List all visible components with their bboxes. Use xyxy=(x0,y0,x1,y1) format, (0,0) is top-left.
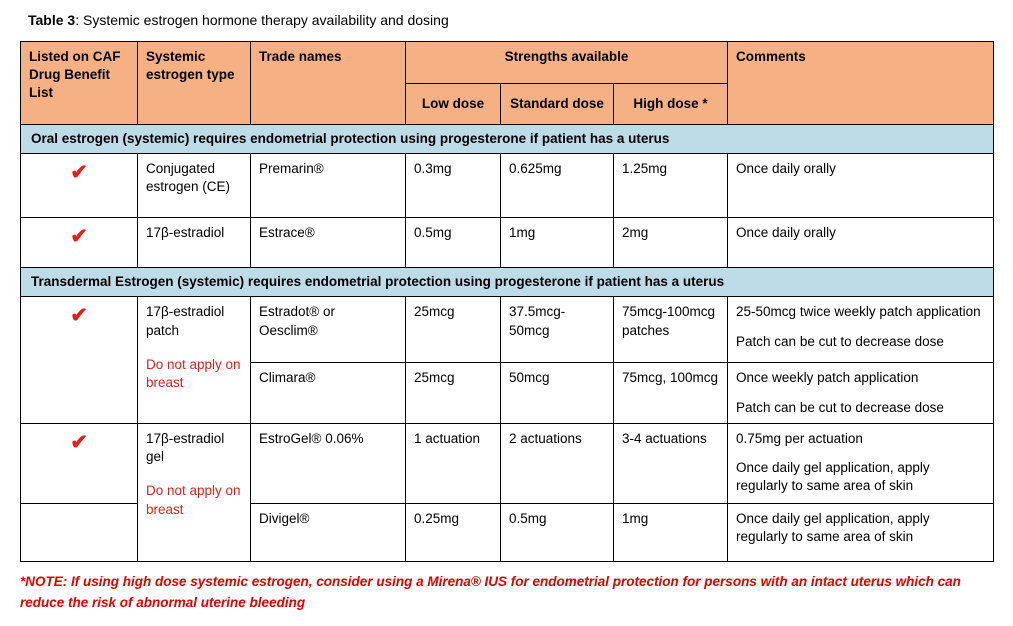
low-dose-cell: 0.25mg xyxy=(405,502,501,562)
high-dose-cell: 1mg xyxy=(612,502,729,562)
checkmark-icon: ✔ xyxy=(70,430,88,454)
section-row-transdermal: Transdermal Estrogen (systemic) requires… xyxy=(19,267,995,298)
high-dose-cell: 75mcg, 100mcg xyxy=(612,362,729,424)
high-dose-footnote: *NOTE: If using high dose systemic estro… xyxy=(20,573,961,611)
low-dose-cell: 0.3mg xyxy=(405,153,501,219)
benefit-list-cell: ✔ xyxy=(20,217,138,269)
estrogen-type-cell: 17β-estradiol patch Do not apply on brea… xyxy=(137,296,251,424)
comment-line: Once weekly patch application xyxy=(736,370,919,386)
benefit-list-cell: ✔ xyxy=(20,296,138,424)
low-dose-cell: 25mcg xyxy=(405,296,501,364)
table-row-estradot: ✔ 17β-estradiol patch Do not apply on br… xyxy=(20,296,995,424)
table-title-rest: : Systemic estrogen hormone therapy avai… xyxy=(75,12,449,28)
comment-line: Patch can be cut to decrease dose xyxy=(736,333,944,349)
comments-cell: Once weekly patch application Patch can … xyxy=(727,362,995,424)
checkmark-icon: ✔ xyxy=(70,304,88,328)
col-header-low-dose: Low dose xyxy=(405,83,501,125)
standard-dose-cell: 0.625mg xyxy=(500,153,614,219)
comments-cell: 25-50mcg twice weekly patch application … xyxy=(727,296,995,364)
checkmark-icon: ✔ xyxy=(70,161,88,185)
comment-line: Once daily orally xyxy=(736,161,836,177)
comment-line: Once daily orally xyxy=(736,225,836,241)
table-title: Table 3: Systemic estrogen hormone thera… xyxy=(28,12,993,28)
comment-line: 25-50mcg twice weekly patch application xyxy=(736,304,981,320)
standard-dose-cell: 50mcg xyxy=(500,362,614,424)
benefit-list-cell: ✔ xyxy=(20,153,138,219)
comment-line: Patch can be cut to decrease dose xyxy=(736,399,944,415)
trade-name-cell: Premarin® xyxy=(250,153,406,219)
col-header-high-dose: High dose * xyxy=(612,83,729,125)
comment-line: Once daily gel application, apply regula… xyxy=(736,460,930,494)
comment-line: 0.75mg per actuation xyxy=(736,430,863,446)
estrogen-type-cell: 17β-estradiol xyxy=(137,217,251,269)
table-row-premarin: ✔ Conjugated estrogen (CE) Premarin® 0.3… xyxy=(20,153,995,219)
col-header-listed: Listed on CAF Drug Benefit List xyxy=(20,41,138,125)
comment-line: Once daily gel application, apply regula… xyxy=(736,510,930,545)
benefit-list-cell-empty xyxy=(20,502,138,562)
high-dose-cell: 75mcg-100mcg patches xyxy=(612,296,729,364)
standard-dose-cell: 37.5mcg-50mcg xyxy=(500,296,614,364)
breast-warning-text: Do not apply on breast xyxy=(146,356,241,391)
header-row-top: Listed on CAF Drug Benefit List Systemic… xyxy=(20,41,995,125)
trade-name-cell: EstroGel® 0.06% xyxy=(250,422,406,504)
standard-dose-cell: 2 actuations xyxy=(500,422,614,504)
estrogen-type-label: 17β-estradiol patch xyxy=(146,304,225,338)
header-row-sub: Low dose Standard dose High dose * xyxy=(21,83,994,125)
checkmark-icon: ✔ xyxy=(70,225,88,249)
high-dose-cell: 1.25mg xyxy=(612,153,729,219)
estrogen-dosing-table: Listed on CAF Drug Benefit List Systemic… xyxy=(19,41,995,562)
estrogen-type-label: 17β-estradiol gel xyxy=(146,430,225,465)
section-row-oral: Oral estrogen (systemic) requires endome… xyxy=(19,123,995,155)
high-dose-cell: 3-4 actuations xyxy=(612,422,729,504)
comments-cell: Once daily orally xyxy=(727,153,995,219)
trade-name-cell: Estrace® xyxy=(250,217,406,269)
trade-name-cell: Divigel® xyxy=(250,502,406,562)
col-header-standard-dose: Standard dose xyxy=(500,83,614,125)
trade-name-cell: Climara® xyxy=(250,362,406,424)
high-dose-cell: 2mg xyxy=(612,217,729,269)
comments-cell: Once daily gel application, apply regula… xyxy=(727,502,995,562)
low-dose-cell: 0.5mg xyxy=(405,217,501,269)
col-header-comments: Comments xyxy=(727,41,995,125)
section-label-oral: Oral estrogen (systemic) requires endome… xyxy=(19,123,995,155)
table-row-estrogel: ✔ 17β-estradiol gel Do not apply on brea… xyxy=(20,422,995,562)
breast-warning-text: Do not apply on breast xyxy=(146,483,241,517)
table-row-climara: Climara® 25mcg 50mcg 75mcg, 100mcg Once … xyxy=(21,362,995,424)
table-title-prefix: Table 3 xyxy=(28,12,76,28)
estrogen-type-cell: 17β-estradiol gel Do not apply on breast xyxy=(137,422,251,562)
comments-cell: Once daily orally xyxy=(727,217,995,269)
col-header-trade: Trade names xyxy=(250,41,406,125)
table-row-divigel: Divigel® 0.25mg 0.5mg 1mg Once daily gel… xyxy=(20,502,995,562)
low-dose-cell: 1 actuation xyxy=(405,422,501,504)
standard-dose-cell: 0.5mg xyxy=(500,502,614,562)
comments-cell: 0.75mg per actuation Once daily gel appl… xyxy=(727,422,995,504)
low-dose-cell: 25mcg xyxy=(405,362,501,424)
section-label-transdermal: Transdermal Estrogen (systemic) requires… xyxy=(19,267,995,298)
standard-dose-cell: 1mg xyxy=(500,217,614,269)
col-header-strengths: Strengths available xyxy=(404,41,729,84)
benefit-list-cell: ✔ xyxy=(20,422,138,504)
trade-name-cell: Estradot® or Oesclim® xyxy=(250,296,406,364)
estrogen-type-cell: Conjugated estrogen (CE) xyxy=(137,153,251,219)
col-header-type: Systemic estrogen type xyxy=(137,41,251,125)
table-row-estrace: ✔ 17β-estradiol Estrace® 0.5mg 1mg 2mg O… xyxy=(20,217,995,269)
